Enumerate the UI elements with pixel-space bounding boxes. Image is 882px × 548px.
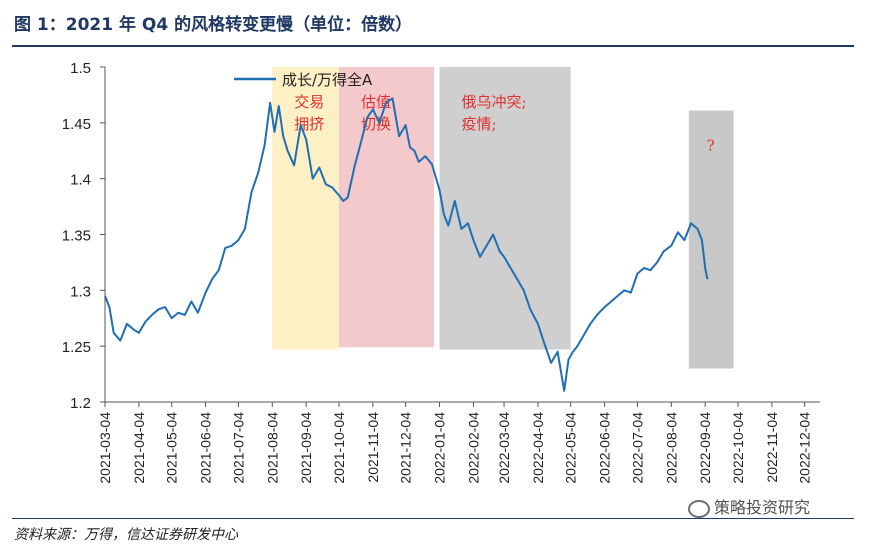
y-tick-label-4: 1.4 [70,172,91,189]
region-label-3-0: ? [707,137,715,155]
series-layer [104,97,709,392]
x-tick-label-8: 2021-11-04 [365,412,381,483]
figure-title: 图 1：2021 年 Q4 的风格转变更慢（单位：倍数） [14,15,413,35]
region-label-1-0: 估值 [361,93,391,111]
x-tick-label-20: 2022-11-04 [764,412,780,483]
y-tick-label-6: 1.5 [70,60,91,77]
x-tick-label-14: 2022-05-04 [563,412,579,484]
x-tick-label-16: 2022-07-04 [629,412,645,484]
shaded-region-0 [272,67,339,350]
shaded-regions [272,67,734,369]
x-tick-label-0: 2021-03-04 [97,412,113,484]
wechat-icon [688,499,710,518]
legend: 成长/万得全A [234,71,373,89]
x-tick-label-9: 2021-12-04 [398,412,414,484]
x-tick-label-2: 2021-05-04 [164,412,180,484]
watermark: 策略投资研究 [688,494,810,518]
x-tick-label-13: 2022-04-04 [530,412,546,484]
source-note: 资料来源：万得，信达证券研发中心 [14,527,238,543]
shaded-region-2 [439,67,571,350]
x-tick-label-6: 2021-09-04 [298,412,314,484]
x-tick-label-21: 2022-12-04 [797,412,813,484]
y-tick-label-5: 1.45 [62,116,91,133]
x-tick-label-1: 2021-04-04 [131,412,147,484]
axes: 1.2 1.25 1.3 1.35 1.4 1.45 1.5 2021-03-04 2021-0… [62,60,820,484]
y-tick-label-1: 1.25 [62,339,91,356]
source-rule [12,518,854,519]
shaded-region-3 [688,110,734,369]
region-label-1-1: 切换 [361,115,391,133]
x-tick-label-18: 2022-09-04 [697,412,713,484]
watermark-text: 策略投资研究 [714,498,811,517]
y-tick-label-3: 1.35 [62,228,91,245]
title-rule [12,45,854,47]
y-tick-label-0: 1.2 [70,395,91,412]
x-tick-label-17: 2022-08-04 [663,412,679,484]
region-label-2-1: 疫情; [462,115,497,133]
x-tick-label-12: 2022-03-04 [496,412,512,484]
x-tick-label-4: 2021-07-04 [230,412,246,484]
x-tick-label-5: 2021-08-04 [264,412,280,484]
region-label-0-1: 拥挤 [294,115,324,133]
x-tick-label-10: 2022-01-04 [432,412,448,484]
x-tick-label-15: 2022-06-04 [597,412,613,484]
legend-label: 成长/万得全A [282,71,373,89]
x-tick-label-11: 2022-02-04 [465,412,481,484]
x-tick-label-3: 2021-06-04 [198,412,214,484]
x-tick-label-7: 2021-10-04 [331,412,347,484]
x-tick-label-19: 2022-10-04 [730,412,746,484]
region-label-0-0: 交易 [294,93,324,111]
shaded-region-1 [338,67,435,348]
y-tick-label-2: 1.3 [70,283,91,300]
series-line-0 [104,97,709,392]
region-label-2-0: 俄乌冲突; [462,93,527,111]
